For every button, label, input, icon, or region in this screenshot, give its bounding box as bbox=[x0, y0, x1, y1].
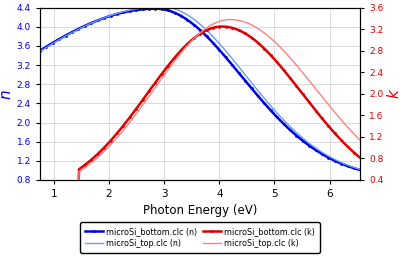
microSi_top.clc (n) bbox=[159, 5, 164, 8]
Line: microSi_bottom.clc (n): microSi_bottom.clc (n) bbox=[39, 7, 361, 171]
microSi_bottom.clc (n) bbox=[252, 90, 257, 93]
microSi_top.clc (n) bbox=[279, 116, 284, 119]
Y-axis label: k: k bbox=[386, 89, 400, 98]
microSi_top.clc (k) bbox=[38, 199, 42, 202]
Line: microSi_top.clc (k): microSi_top.clc (k) bbox=[40, 20, 360, 201]
microSi_bottom.clc (n) bbox=[38, 49, 42, 52]
microSi_bottom.clc (k) bbox=[38, 199, 42, 202]
microSi_bottom.clc (k) bbox=[279, 66, 284, 69]
microSi_top.clc (n) bbox=[38, 50, 42, 53]
microSi_bottom.clc (k) bbox=[120, 125, 125, 128]
microSi_top.clc (n) bbox=[227, 53, 232, 57]
microSi_top.clc (n) bbox=[120, 11, 125, 14]
microSi_bottom.clc (k) bbox=[227, 26, 232, 29]
microSi_bottom.clc (n) bbox=[154, 7, 158, 10]
microSi_top.clc (k) bbox=[120, 130, 125, 133]
microSi_top.clc (k) bbox=[279, 47, 284, 50]
microSi_top.clc (k) bbox=[94, 157, 99, 160]
Line: microSi_bottom.clc (k): microSi_bottom.clc (k) bbox=[39, 25, 361, 202]
microSi_top.clc (n) bbox=[252, 85, 257, 88]
Line: microSi_top.clc (n): microSi_top.clc (n) bbox=[40, 7, 360, 169]
microSi_bottom.clc (n) bbox=[279, 120, 284, 123]
microSi_bottom.clc (k) bbox=[358, 156, 362, 159]
microSi_top.clc (k) bbox=[252, 25, 257, 28]
microSi_top.clc (n) bbox=[183, 12, 188, 15]
microSi_top.clc (k) bbox=[228, 18, 232, 21]
microSi_bottom.clc (n) bbox=[94, 19, 99, 22]
X-axis label: Photon Energy (eV): Photon Energy (eV) bbox=[143, 205, 257, 217]
microSi_bottom.clc (n) bbox=[227, 60, 232, 63]
microSi_top.clc (n) bbox=[94, 19, 99, 22]
microSi_top.clc (n) bbox=[358, 168, 362, 171]
microSi_bottom.clc (k) bbox=[94, 153, 99, 157]
microSi_bottom.clc (n) bbox=[120, 11, 125, 14]
Legend: microSi_bottom.clc (n), microSi_top.clc (n), microSi_bottom.clc (k), microSi_top: microSi_bottom.clc (n), microSi_top.clc … bbox=[80, 223, 320, 253]
microSi_bottom.clc (n) bbox=[358, 168, 362, 171]
microSi_bottom.clc (k) bbox=[182, 45, 187, 48]
microSi_bottom.clc (k) bbox=[252, 38, 257, 41]
Y-axis label: n: n bbox=[0, 89, 14, 99]
microSi_top.clc (k) bbox=[358, 139, 362, 142]
microSi_bottom.clc (k) bbox=[220, 25, 224, 28]
microSi_top.clc (k) bbox=[226, 18, 231, 21]
microSi_bottom.clc (n) bbox=[183, 17, 188, 20]
microSi_top.clc (k) bbox=[182, 47, 187, 50]
